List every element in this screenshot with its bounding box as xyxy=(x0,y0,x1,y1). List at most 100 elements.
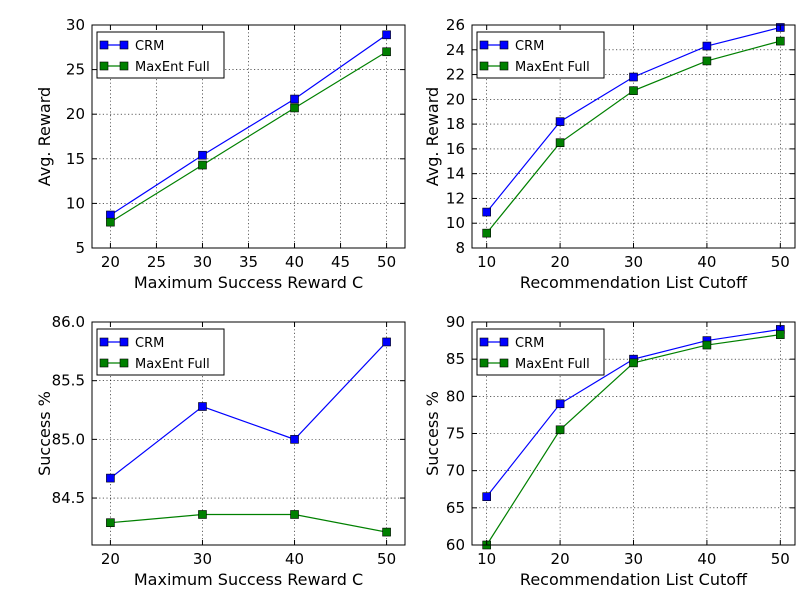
data-point xyxy=(382,47,391,57)
y-tick-label: 85.5 xyxy=(52,372,85,390)
legend-label: MaxEnt Full xyxy=(515,60,590,75)
x-tick-label: 30 xyxy=(193,253,212,271)
legend-marker xyxy=(119,337,129,347)
x-tick-label: 45 xyxy=(331,253,350,271)
data-point xyxy=(106,473,115,483)
y-tick-label: 5 xyxy=(75,239,85,257)
legend-marker xyxy=(99,358,109,368)
legend-label: CRM xyxy=(515,39,544,54)
data-point xyxy=(555,117,565,126)
data-point xyxy=(482,492,491,501)
x-tick-label: 40 xyxy=(285,550,304,568)
data-point xyxy=(555,399,565,409)
legend-box xyxy=(96,31,225,79)
y-tick-label: 65 xyxy=(446,499,465,517)
series-line-maxent-full xyxy=(110,51,387,223)
legend-marker xyxy=(499,61,509,71)
y-tick-label: 25 xyxy=(66,61,85,79)
x-tick-label: 20 xyxy=(101,253,120,271)
data-point xyxy=(198,402,207,411)
legend: CRM MaxEnt Full xyxy=(96,31,225,79)
y-tick-label: 60 xyxy=(446,536,465,554)
legend-label: CRM xyxy=(515,336,544,351)
data-point xyxy=(555,138,565,147)
x-axis-label: Recommendation List Cutoff xyxy=(520,570,748,589)
data-point xyxy=(290,94,299,104)
data-point xyxy=(482,207,491,217)
y-tick-label: 16 xyxy=(446,140,465,158)
legend-marker xyxy=(479,40,489,50)
legend: CRM MaxEnt Full xyxy=(476,328,605,376)
legend-label: MaxEnt Full xyxy=(515,357,590,372)
plot-frame xyxy=(91,321,406,546)
y-tick-label: 10 xyxy=(446,214,465,232)
legend-box xyxy=(476,328,605,376)
chart-panel-1: 20 25 30 35 40 45 50 5 10 15 20 25 30 Maximum Success… xyxy=(35,16,406,292)
data-point xyxy=(382,337,391,347)
data-point xyxy=(702,56,712,66)
chart-panel-2: 10 20 30 40 50 8 10 12 14 16 18 20 22 24 26 Recommendat… xyxy=(423,16,796,292)
legend: CRM MaxEnt Full xyxy=(96,328,225,376)
legend-marker xyxy=(479,61,489,71)
data-point xyxy=(702,340,712,350)
legend-marker xyxy=(119,61,129,71)
data-point xyxy=(198,510,207,519)
legend-box xyxy=(476,31,605,79)
data-point xyxy=(702,41,712,51)
data-point xyxy=(629,86,638,95)
y-tick-label: 80 xyxy=(446,387,465,405)
x-tick-label: 10 xyxy=(477,550,496,568)
legend-marker xyxy=(499,358,509,368)
x-tick-label: 40 xyxy=(697,253,716,271)
x-axis-label: Maximum Success Reward C xyxy=(134,570,363,589)
legend-marker xyxy=(479,337,489,347)
data-point xyxy=(198,160,207,170)
y-axis-label: Success % xyxy=(35,391,54,476)
data-point xyxy=(629,72,638,82)
x-tick-label: 50 xyxy=(377,550,396,568)
legend-label: MaxEnt Full xyxy=(135,60,210,75)
data-point xyxy=(629,358,638,368)
x-tick-label: 20 xyxy=(551,253,570,271)
y-tick-label: 18 xyxy=(446,115,465,133)
legend-label: MaxEnt Full xyxy=(135,357,210,372)
legend-label: CRM xyxy=(135,39,164,54)
y-tick-label: 24 xyxy=(446,41,465,59)
data-point xyxy=(776,330,785,339)
y-tick-label: 75 xyxy=(446,425,465,443)
y-axis-label: Success % xyxy=(423,391,442,476)
data-point xyxy=(106,210,115,220)
y-tick-label: 14 xyxy=(446,165,465,183)
data-point xyxy=(290,103,299,113)
x-tick-label: 30 xyxy=(624,253,643,271)
chart-panel-4: 10 20 30 40 50 60 65 70 75 80 85 90 Recommendation L… xyxy=(423,313,796,589)
legend-marker xyxy=(99,40,109,50)
x-tick-label: 40 xyxy=(697,550,716,568)
data-point xyxy=(290,435,299,444)
chart-panel-3: 20 30 40 50 84.5 85.0 85.5 86.0 Maximum Success … xyxy=(35,313,406,589)
x-tick-label: 25 xyxy=(147,253,166,271)
x-axis-label: Maximum Success Reward C xyxy=(134,273,363,292)
x-tick-label: 50 xyxy=(771,550,790,568)
y-tick-label: 15 xyxy=(66,150,85,168)
series-line-maxent-full xyxy=(110,513,387,533)
data-point xyxy=(106,217,115,227)
y-tick-label: 8 xyxy=(455,239,465,257)
data-point xyxy=(382,30,391,40)
x-tick-label: 30 xyxy=(193,550,212,568)
x-tick-label: 10 xyxy=(477,253,496,271)
data-point xyxy=(382,527,391,537)
x-tick-label: 35 xyxy=(239,253,258,271)
x-axis-label: Recommendation List Cutoff xyxy=(520,273,748,292)
legend-marker xyxy=(99,61,109,71)
y-axis-label: Avg. Reward xyxy=(35,87,54,186)
legend-marker xyxy=(119,358,129,368)
y-tick-label: 12 xyxy=(446,189,465,207)
data-point xyxy=(290,510,299,519)
y-tick-label: 22 xyxy=(446,66,465,84)
legend-marker xyxy=(499,40,509,50)
y-tick-label: 30 xyxy=(66,16,85,34)
data-point xyxy=(198,150,207,160)
legend-box xyxy=(96,328,225,376)
